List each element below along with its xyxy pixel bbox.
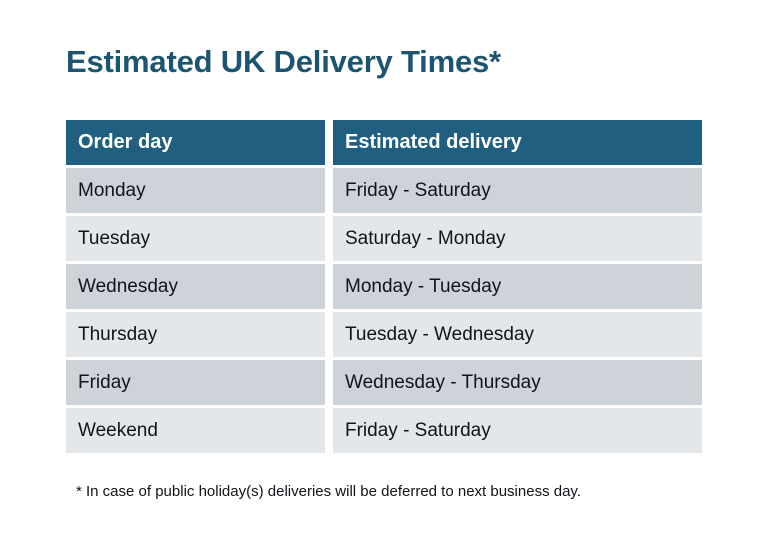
footnote-text: * In case of public holiday(s) deliverie… xyxy=(76,483,581,500)
cell-estimated-delivery: Saturday - Monday xyxy=(333,216,702,261)
page-title: Estimated UK Delivery Times* xyxy=(66,44,501,79)
table-row: Tuesday Saturday - Monday xyxy=(66,216,702,261)
cell-order-day: Friday xyxy=(66,360,325,405)
cell-estimated-delivery: Tuesday - Wednesday xyxy=(333,312,702,357)
cell-estimated-delivery: Friday - Saturday xyxy=(333,408,702,453)
table-row: Wednesday Monday - Tuesday xyxy=(66,264,702,309)
column-header-order-day: Order day xyxy=(66,120,325,165)
cell-estimated-delivery: Friday - Saturday xyxy=(333,168,702,213)
cell-estimated-delivery: Wednesday - Thursday xyxy=(333,360,702,405)
column-header-estimated-delivery: Estimated delivery xyxy=(333,120,702,165)
cell-order-day: Thursday xyxy=(66,312,325,357)
table-row: Friday Wednesday - Thursday xyxy=(66,360,702,405)
table-row: Weekend Friday - Saturday xyxy=(66,408,702,453)
table-header-row: Order day Estimated delivery xyxy=(66,120,702,165)
delivery-times-table: Order day Estimated delivery Monday Frid… xyxy=(66,120,702,453)
cell-order-day: Tuesday xyxy=(66,216,325,261)
cell-order-day: Wednesday xyxy=(66,264,325,309)
cell-estimated-delivery: Monday - Tuesday xyxy=(333,264,702,309)
table-row: Thursday Tuesday - Wednesday xyxy=(66,312,702,357)
table-row: Monday Friday - Saturday xyxy=(66,168,702,213)
cell-order-day: Monday xyxy=(66,168,325,213)
cell-order-day: Weekend xyxy=(66,408,325,453)
